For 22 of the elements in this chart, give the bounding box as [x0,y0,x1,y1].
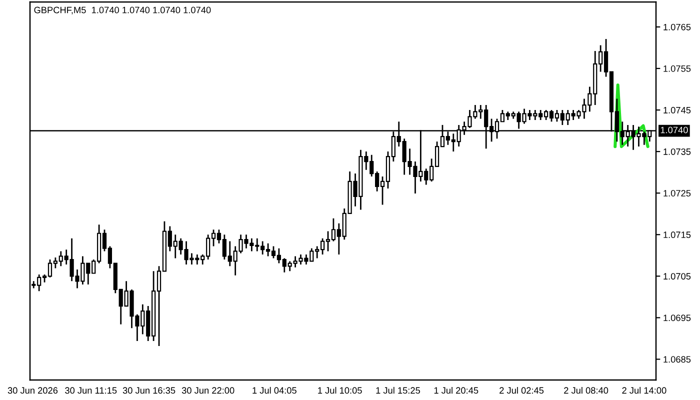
ref-line-label: 1.0740 [660,126,688,134]
y-tick-label: 1.0735 [664,148,691,155]
y-tick-label: 1.0715 [664,232,691,238]
y-tick-label: 1.0745 [664,106,691,114]
x-tick-label: 30 Jun 22:00 [182,387,234,394]
x-tick-label: 30 Jun 16:35 [122,387,176,394]
y-tick-label: 1.0765 [664,24,691,30]
x-tick-label: 2 Jul 08:40 [564,386,608,394]
x-tick-label: 2 Jul 02:45 [500,386,544,394]
x-tick-label: 1 Jul 10:05 [318,386,362,394]
chart-title: GBPCHF,M5 1.0740 1.0740 1.0740 1.0740 [34,6,211,14]
y-tick-label: 1.0695 [664,314,691,322]
x-tick-label: 1 Jul 04:05 [252,386,296,394]
x-tick-label: 1 Jul 15:25 [376,386,420,394]
x-tick-label: 30 Jun 11:15 [65,387,117,394]
y-tick-label: 1.0705 [664,273,691,280]
y-tick-label: 1.0725 [664,190,691,196]
x-tick-label: 2 Jul 14:00 [622,386,666,394]
x-tick-label: 1 Jul 20:45 [434,386,478,394]
y-tick-label: 1.0755 [664,65,691,72]
x-tick-label: 30 Jun 2026 [8,387,58,394]
y-tick-label: 1.0685 [664,356,691,363]
